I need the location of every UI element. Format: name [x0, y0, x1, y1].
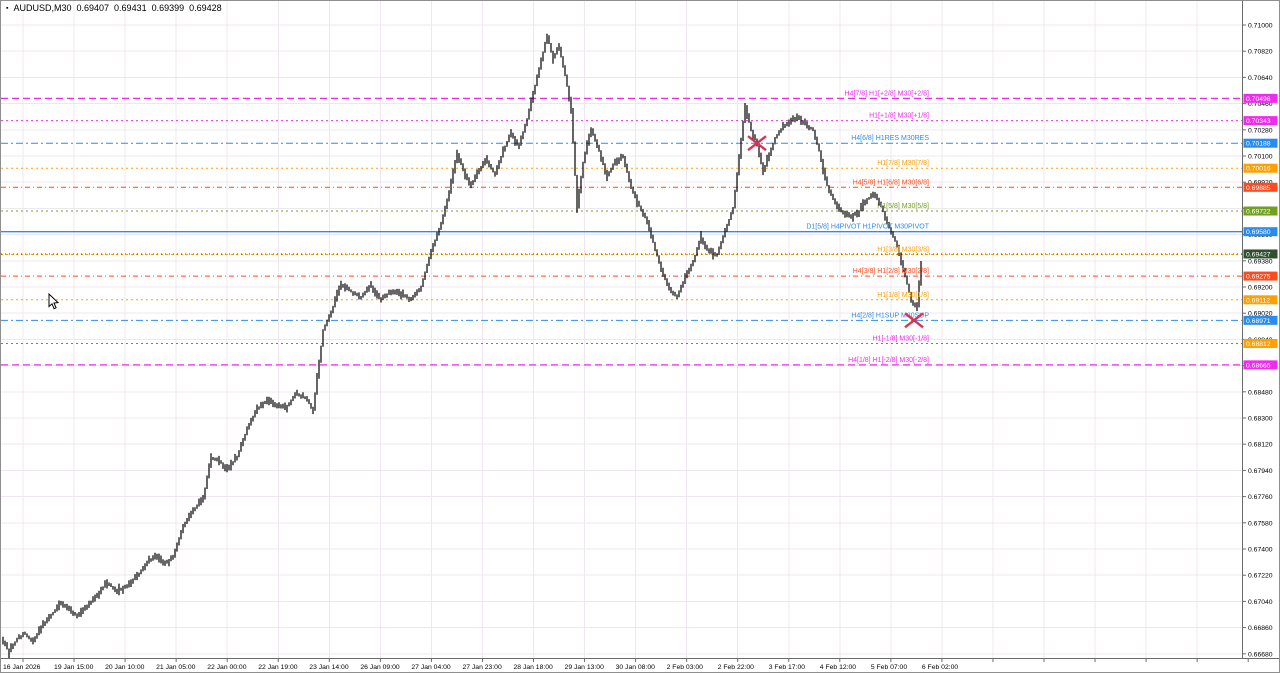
price-tag: 0.70496 [1243, 93, 1278, 103]
price-tag: 0.70016 [1243, 163, 1278, 173]
level-label: D1[5/8] H4PIVOT H1PIVOT M30PIVOT [806, 224, 929, 231]
axis-price-label: 0.69020 [1248, 311, 1273, 318]
svg-text:0.70016: 0.70016 [1246, 166, 1271, 173]
svg-text:0.70343: 0.70343 [1246, 118, 1271, 125]
svg-text:0.69580: 0.69580 [1246, 229, 1271, 236]
svg-text:0.70188: 0.70188 [1246, 141, 1271, 148]
price-tag: 0.69580 [1243, 227, 1278, 237]
level-label: H1[+1/8] M30[+1/8] [869, 113, 929, 120]
axis-time-label: 22 Jan 19:00 [258, 664, 298, 671]
price-tag: 0.69427 [1243, 249, 1278, 259]
price-tag: 0.68971 [1243, 315, 1278, 325]
level-label: H1[7/8] M30[7/8] [877, 160, 929, 167]
axis-time-label: 22 Jan 00:00 [207, 664, 247, 671]
ohlc-close: 0.69428 [189, 3, 222, 13]
axis-time-label: 21 Jan 05:00 [156, 664, 196, 671]
mouse-cursor-icon [48, 292, 60, 310]
price-scale[interactable]: 0.71000 0.70820 0.70640 0.70460 0.70280 0.701… [1242, 1, 1280, 658]
candlestick-series [2, 33, 922, 659]
level-label: H4[1/8] H1[-2/8] M30[-2/8] [848, 357, 929, 364]
axis-price-label: 0.70460 [1248, 101, 1273, 108]
axis-price-label: 0.69200 [1248, 285, 1273, 292]
svg-text:0.68665: 0.68665 [1246, 362, 1271, 369]
axis-time-label: 2 Feb 03:00 [667, 664, 703, 671]
level-label: H4[5/8] H1[6/8] M30[6/8] [853, 179, 929, 186]
svg-text:0.68812: 0.68812 [1246, 341, 1271, 348]
price-tag: 0.68665 [1243, 360, 1278, 370]
axis-price-label: 0.67220 [1248, 573, 1273, 580]
axis-price-label: 0.71000 [1248, 23, 1273, 30]
axis-price-label: 0.70100 [1248, 154, 1273, 161]
level-label: H4[3/8] H1[2/8] M30[2/8] [853, 268, 929, 275]
axis-price-label: 0.70640 [1248, 75, 1273, 82]
axis-time-label: 26 Jan 09:00 [360, 664, 400, 671]
axis-price-label: 0.66860 [1248, 625, 1273, 632]
axis-time-label: 27 Jan 23:00 [462, 664, 502, 671]
level-label: H4[6/8] H1RES M30RES [851, 135, 929, 142]
level-label: H1[3/8] M30[3/8] [877, 247, 929, 254]
level-label: H4[7/8] H1[+2/8] M30[+2/8] [845, 90, 929, 97]
axis-time-label: 23 Jan 14:00 [309, 664, 349, 671]
price-tag: 0.70343 [1243, 116, 1278, 126]
svg-text:0.69885: 0.69885 [1246, 185, 1271, 192]
axis-time-label: 16 Jan 2026 [3, 664, 41, 671]
axis-price-label: 0.67760 [1248, 494, 1273, 501]
svg-text:0.70496: 0.70496 [1246, 96, 1271, 103]
svg-text:0.69112: 0.69112 [1246, 297, 1270, 304]
axis-price-label: 0.70280 [1248, 127, 1273, 134]
svg-text:0.68971: 0.68971 [1246, 318, 1271, 325]
level-label: H1[1/8] M30[1/8] [877, 292, 929, 299]
price-tag: 0.70188 [1243, 138, 1278, 148]
cross-icon[interactable] [747, 135, 767, 152]
level-label: H1[5/8] M30[5/8] [877, 203, 929, 210]
price-tag: 0.69275 [1243, 271, 1278, 281]
symbol-bullet-icon: ▪ [6, 4, 9, 12]
axis-price-label: 0.69380 [1248, 258, 1273, 265]
cross-icon[interactable] [904, 312, 924, 329]
axis-time-label: 19 Jan 15:00 [54, 664, 94, 671]
ohlc-open: 0.69407 [76, 3, 110, 13]
svg-text:0.69275: 0.69275 [1246, 274, 1271, 281]
grid [1, 1, 1242, 658]
axis-price-label: 0.67040 [1248, 599, 1273, 606]
axis-time-label: 5 Feb 07:00 [871, 664, 907, 671]
axis-price-label: 0.66680 [1248, 651, 1273, 658]
axis-time-label: 6 Feb 02:00 [922, 664, 958, 671]
level-label: H1[-1/8] M30[-1/8] [873, 335, 929, 342]
time-scale[interactable]: 16 Jan 2026 19 Jan 15:00 20 Jan 10:00 21 Ja… [1, 658, 1279, 673]
axis-price-label: 0.68300 [1248, 416, 1273, 423]
ohlc-high: 0.69431 [114, 3, 147, 13]
axis-time-label: 20 Jan 10:00 [105, 664, 145, 671]
svg-text:0.69427: 0.69427 [1246, 251, 1271, 258]
pivot-levels [1, 97, 1242, 366]
price-tag: 0.69885 [1243, 182, 1278, 192]
symbol-name: AUDUSD,M30 [13, 3, 72, 13]
svg-text:0.69722: 0.69722 [1246, 209, 1271, 216]
symbol-title: ▪ AUDUSD,M30 0.69407 0.69431 0.69399 0.6… [6, 3, 222, 13]
axis-time-label: 4 Feb 12:00 [820, 664, 856, 671]
chart-plot[interactable] [1, 1, 1242, 658]
axis-price-label: 0.67940 [1248, 468, 1273, 475]
axis-price-label: 0.67400 [1248, 547, 1273, 554]
axis-time-label: 3 Feb 17:00 [769, 664, 805, 671]
axis-time-label: 30 Jan 08:00 [616, 664, 656, 671]
ohlc-low: 0.69399 [151, 3, 185, 13]
price-tag: 0.68812 [1243, 338, 1278, 348]
axis-price-label: 0.68480 [1248, 389, 1273, 396]
axis-price-label: 0.67580 [1248, 520, 1273, 527]
price-tag: 0.69112 [1243, 295, 1278, 305]
axis-time-label: 29 Jan 13:00 [565, 664, 605, 671]
axis-price-label: 0.68120 [1248, 442, 1273, 449]
axis-time-label: 2 Feb 22:00 [718, 664, 754, 671]
axis-time-label: 28 Jan 18:00 [514, 664, 554, 671]
axis-price-label: 0.70820 [1248, 49, 1273, 56]
axis-time-label: 27 Jan 04:00 [411, 664, 451, 671]
price-tag: 0.69722 [1243, 206, 1278, 216]
level-label: H4[2/8] H1SUP M30SUP [851, 312, 929, 319]
